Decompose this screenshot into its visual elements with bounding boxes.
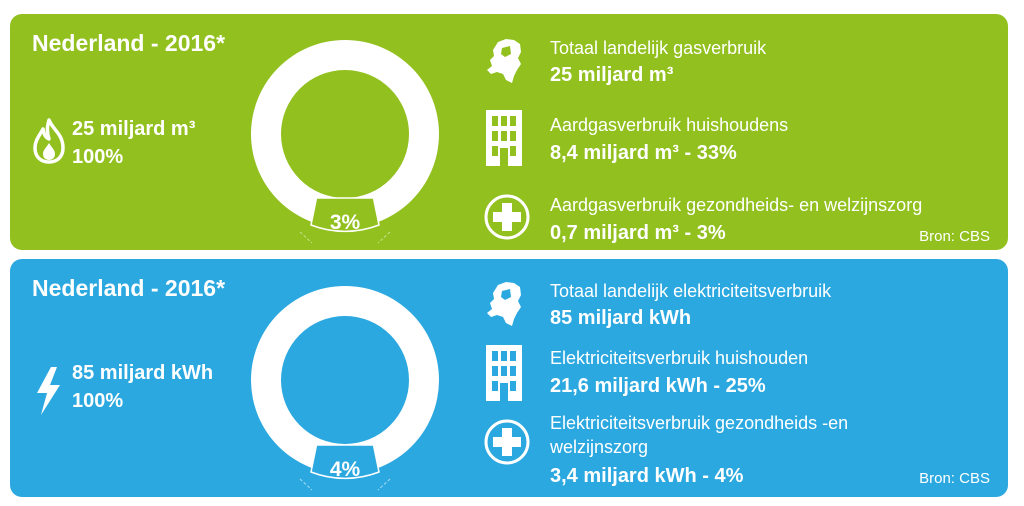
gas-donut-chart: 3% <box>251 40 439 244</box>
gas-panel: Nederland - 2016* 25 miljard m³ 100% 3% … <box>10 14 1008 250</box>
flame-icon <box>33 118 65 164</box>
electricity-main-value: 85 miljard kWh <box>72 362 214 384</box>
gas-donut-hole <box>281 70 409 198</box>
plus-cross-icon <box>484 194 530 240</box>
gas-row-total-label: Totaal landelijk gasverbruik <box>550 38 767 58</box>
gas-donut-share-segment <box>310 197 380 233</box>
gas-row-healthcare-value: 0,7 miljard m³ - 3% <box>550 222 726 244</box>
netherlands-map-icon <box>487 39 521 83</box>
gas-row-total-value: 25 miljard m³ <box>550 64 674 86</box>
building-icon <box>486 345 522 401</box>
plus-cross-icon <box>484 419 530 465</box>
electricity-donut-hole <box>281 316 409 444</box>
gas-donut-percent: 3% <box>330 211 361 234</box>
gas-panel-title: Nederland - 2016* <box>32 30 226 56</box>
electricity-main-summary: 85 miljard kWh 100% <box>72 359 213 415</box>
gas-source: Bron: CBS <box>919 228 990 245</box>
electricity-panel: Nederland - 2016* 85 miljard kWh 100% 4%… <box>10 259 1008 497</box>
lightning-icon <box>37 367 60 415</box>
electricity-row-households-label: Elektriciteitsverbruik huishouden <box>550 348 809 368</box>
electricity-row-healthcare-label-line1: Elektriciteitsverbruik gezondheids -en <box>550 413 849 433</box>
building-icon <box>486 110 522 166</box>
gas-row-healthcare-label: Aardgasverbruik gezondheids- en welzijns… <box>550 195 923 215</box>
electricity-row-healthcare-label-line2: welzijnszorg <box>550 437 649 457</box>
electricity-panel-title: Nederland - 2016* <box>32 275 226 301</box>
gas-main-percent: 100% <box>72 146 124 168</box>
electricity-source: Bron: CBS <box>919 470 990 487</box>
electricity-donut-chart: 4% <box>251 286 439 491</box>
electricity-row-households-value: 21,6 miljard kWh - 25% <box>550 375 766 397</box>
gas-row-households-label: Aardgasverbruik huishoudens <box>550 115 789 135</box>
gas-main-summary: 25 miljard m³ 100% <box>72 115 195 171</box>
electricity-row-total-value: 85 miljard kWh <box>550 307 692 329</box>
gas-main-value: 25 miljard m³ <box>72 118 196 140</box>
gas-row-households-value: 8,4 miljard m³ - 33% <box>550 142 737 164</box>
electricity-main-percent: 100% <box>72 390 124 412</box>
electricity-row-total-label: Totaal landelijk elektriciteitsverbruik <box>550 281 832 301</box>
electricity-donut-percent: 4% <box>330 458 361 481</box>
netherlands-map-icon <box>487 282 521 326</box>
electricity-row-healthcare-value: 3,4 miljard kWh - 4% <box>550 465 744 487</box>
electricity-row-healthcare-label: Elektriciteitsverbruik gezondheids -en w… <box>550 411 848 459</box>
electricity-donut-share-segment <box>310 444 380 480</box>
